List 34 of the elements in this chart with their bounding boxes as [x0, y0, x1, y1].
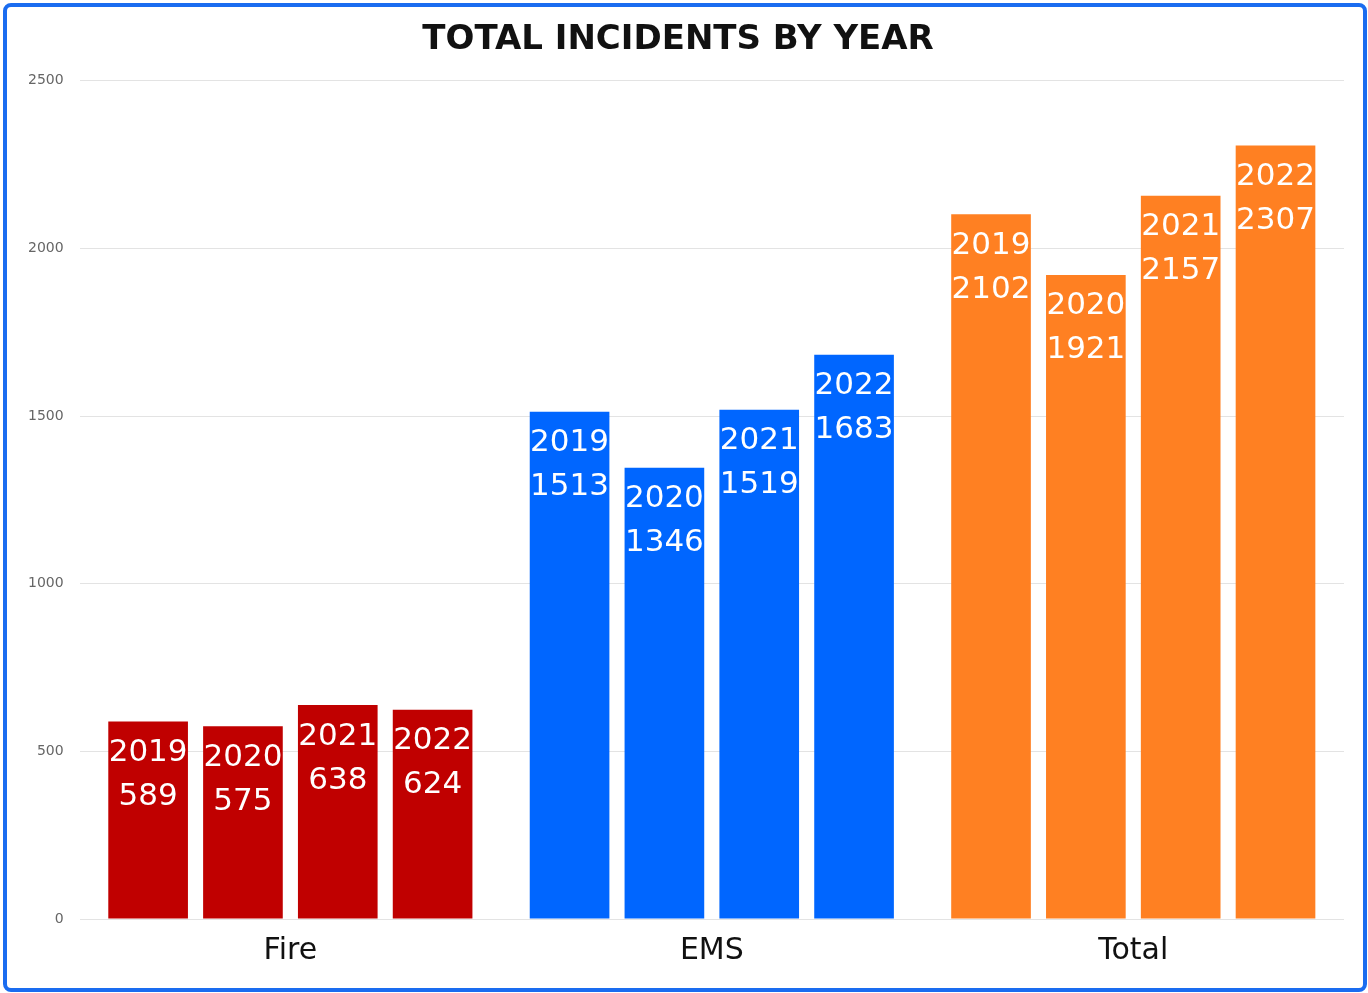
- chart-title: TOTAL INCIDENTS BY YEAR: [422, 17, 934, 58]
- series-label: 2020: [203, 736, 283, 773]
- series-label: 2022: [1236, 156, 1315, 193]
- data-label: 2102: [951, 268, 1031, 305]
- data-label: 2157: [1141, 250, 1221, 287]
- series-label: 2021: [1141, 206, 1221, 243]
- series-label: 2019: [108, 732, 188, 769]
- y-tick-label: 1000: [27, 574, 64, 591]
- text: 2021: [719, 420, 799, 457]
- text: 2022: [814, 365, 894, 402]
- data-label: 1513: [530, 466, 610, 503]
- data-label: 1683: [814, 409, 894, 446]
- y-tick-label: 2000: [27, 239, 64, 256]
- data-label: 1921: [1046, 329, 1126, 366]
- data-label: 638: [308, 759, 368, 796]
- x-tick-label: Total: [1097, 930, 1169, 966]
- data-label: 624: [403, 764, 463, 801]
- text: 2019: [530, 422, 610, 459]
- text: 2020: [624, 478, 704, 515]
- text: 2021: [298, 715, 378, 752]
- text: 2022: [393, 720, 473, 757]
- x-tick-label: Fire: [263, 930, 318, 966]
- x-tick-label: EMS: [679, 930, 744, 966]
- data-label: 575: [213, 780, 273, 817]
- y-tick-label: 1500: [27, 406, 64, 423]
- text: 2019: [951, 224, 1031, 261]
- y-tick-label: 2500: [27, 71, 64, 88]
- data-label: 1519: [719, 464, 799, 501]
- y-tick-label: 0: [54, 909, 64, 926]
- data-label: 589: [118, 776, 178, 813]
- data-label: 1346: [624, 522, 704, 559]
- y-tick-label: 500: [36, 742, 64, 758]
- text: 2020: [1046, 285, 1126, 322]
- data-label: 2307: [1236, 200, 1315, 237]
